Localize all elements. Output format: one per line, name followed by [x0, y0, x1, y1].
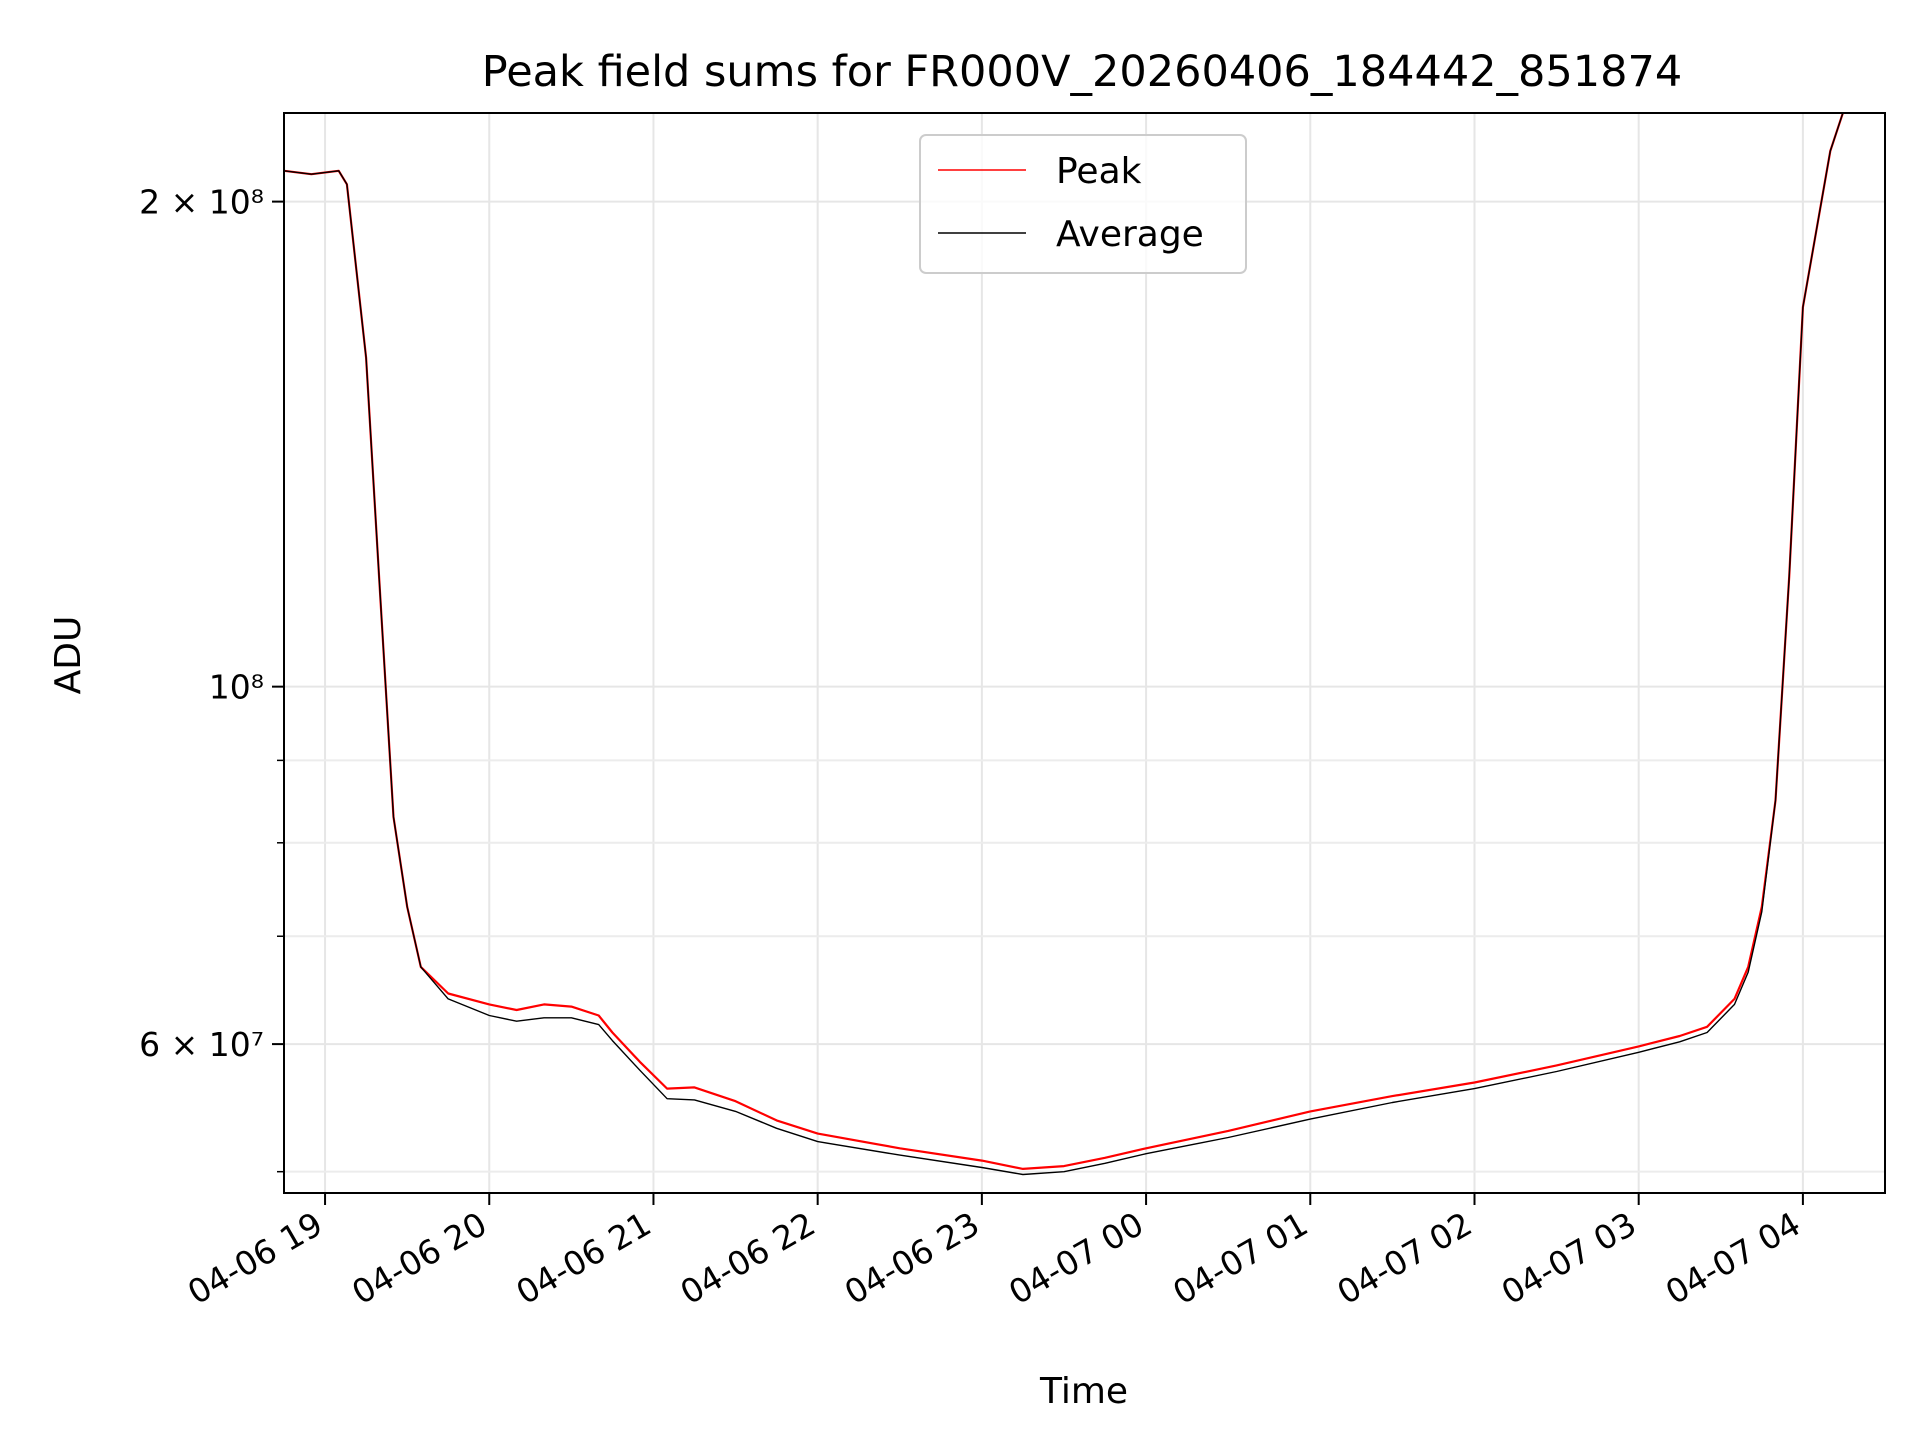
grid-lines — [284, 113, 1885, 1193]
y-axis-ticks: 6 × 10⁷ 10⁸ 2 × 10⁸ — [139, 183, 284, 1173]
x-axis-label: Time — [1039, 1371, 1128, 1412]
series-line-average — [284, 113, 1844, 1176]
legend-label-average: Average — [1056, 214, 1204, 255]
y-tick-label: 2 × 10⁸ — [139, 183, 264, 222]
legend-label-peak: Peak — [1056, 151, 1142, 192]
y-tick-label: 10⁸ — [209, 668, 264, 707]
chart-title: Peak field sums for FR000V_20260406_1844… — [482, 47, 1682, 97]
series-layer — [284, 113, 1845, 1176]
y-axis-label: ADU — [48, 616, 89, 695]
legend: Peak Average — [919, 134, 1247, 274]
plot-frame — [283, 112, 1886, 1194]
y-tick-label: 6 × 10⁷ — [139, 1025, 264, 1064]
